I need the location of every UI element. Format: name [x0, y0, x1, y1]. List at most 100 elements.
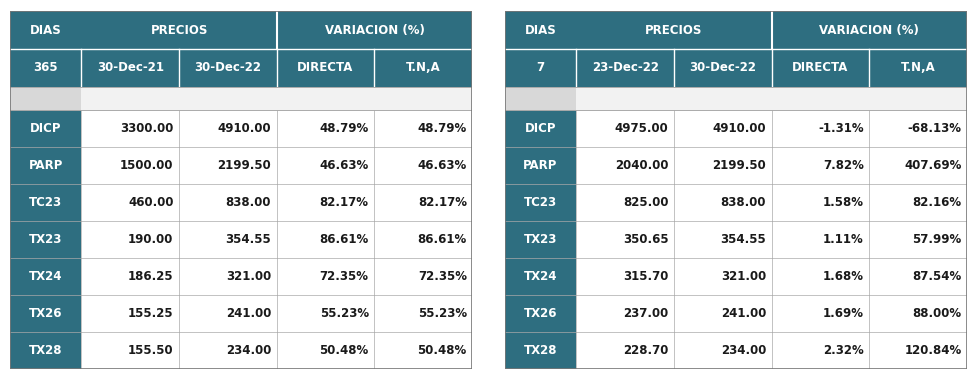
Text: 46.63%: 46.63%	[319, 159, 368, 172]
Text: 825.00: 825.00	[623, 196, 668, 209]
Bar	[576, 333, 674, 369]
Text: TX23: TX23	[524, 233, 558, 246]
Text: 82.17%: 82.17%	[319, 196, 368, 209]
Bar	[276, 221, 374, 258]
Bar	[674, 147, 771, 184]
Text: 234.00: 234.00	[720, 345, 766, 357]
Bar	[505, 184, 576, 221]
Bar	[505, 295, 576, 333]
Bar	[674, 221, 771, 258]
Bar	[276, 184, 374, 221]
Bar	[81, 110, 179, 147]
Text: 30-Dec-22: 30-Dec-22	[689, 61, 757, 74]
Text: DICP: DICP	[30, 122, 62, 135]
Text: 1.58%: 1.58%	[822, 196, 863, 209]
Text: 86.61%: 86.61%	[417, 233, 466, 246]
Text: TX28: TX28	[523, 345, 558, 357]
Text: TX26: TX26	[28, 307, 63, 320]
Bar	[374, 110, 472, 147]
Text: TC23: TC23	[524, 196, 557, 209]
Bar	[576, 295, 674, 333]
Bar	[374, 147, 472, 184]
Bar	[674, 184, 771, 221]
Bar	[505, 147, 576, 184]
Bar	[674, 110, 771, 147]
Text: 88.00%: 88.00%	[912, 307, 961, 320]
Text: 354.55: 354.55	[720, 233, 766, 246]
Text: 2.32%: 2.32%	[823, 345, 863, 357]
Text: 86.61%: 86.61%	[319, 233, 368, 246]
Text: 30-Dec-21: 30-Dec-21	[97, 61, 164, 74]
Bar	[276, 258, 374, 295]
Bar	[374, 184, 472, 221]
Text: 1.69%: 1.69%	[822, 307, 863, 320]
Text: 2199.50: 2199.50	[712, 159, 766, 172]
Bar	[10, 87, 81, 110]
Bar	[869, 295, 967, 333]
Text: 4975.00: 4975.00	[614, 122, 668, 135]
Text: 1.68%: 1.68%	[822, 270, 863, 283]
Bar	[869, 184, 967, 221]
Text: 241.00: 241.00	[225, 307, 271, 320]
Bar	[179, 295, 276, 333]
Bar	[10, 295, 81, 333]
Bar	[276, 333, 374, 369]
Text: 72.35%: 72.35%	[417, 270, 466, 283]
Text: 365: 365	[33, 61, 58, 74]
Bar	[869, 258, 967, 295]
Text: 2040.00: 2040.00	[614, 159, 668, 172]
Bar	[81, 295, 179, 333]
Text: 1.11%: 1.11%	[823, 233, 863, 246]
Bar	[869, 221, 967, 258]
Text: 3300.00: 3300.00	[121, 122, 173, 135]
Bar	[276, 295, 374, 333]
Bar	[505, 11, 967, 49]
Text: -1.31%: -1.31%	[818, 122, 863, 135]
Text: TX28: TX28	[28, 345, 63, 357]
Text: 190.00: 190.00	[128, 233, 173, 246]
Text: 241.00: 241.00	[720, 307, 766, 320]
Bar	[374, 258, 472, 295]
Text: 350.65: 350.65	[623, 233, 668, 246]
Text: 120.84%: 120.84%	[905, 345, 961, 357]
Text: -68.13%: -68.13%	[907, 122, 961, 135]
Bar	[674, 258, 771, 295]
Text: 2199.50: 2199.50	[218, 159, 271, 172]
Bar	[869, 147, 967, 184]
Bar	[771, 221, 869, 258]
Text: 87.54%: 87.54%	[912, 270, 961, 283]
Text: 155.50: 155.50	[128, 345, 173, 357]
Bar	[10, 184, 81, 221]
Text: 46.63%: 46.63%	[417, 159, 466, 172]
Bar	[576, 110, 674, 147]
Bar	[81, 87, 472, 110]
Bar	[771, 184, 869, 221]
Bar	[179, 184, 276, 221]
Bar	[505, 87, 576, 110]
Bar	[576, 147, 674, 184]
Bar	[505, 110, 576, 147]
Text: 315.70: 315.70	[623, 270, 668, 283]
Text: 321.00: 321.00	[721, 270, 766, 283]
Bar	[771, 147, 869, 184]
Text: 838.00: 838.00	[720, 196, 766, 209]
Bar	[10, 221, 81, 258]
Text: DIRECTA: DIRECTA	[792, 61, 849, 74]
Bar	[505, 221, 576, 258]
Text: DIAS: DIAS	[29, 24, 62, 37]
Bar	[576, 184, 674, 221]
Text: 50.48%: 50.48%	[417, 345, 466, 357]
Text: PRECIOS: PRECIOS	[645, 24, 703, 37]
Text: PARP: PARP	[28, 159, 63, 172]
Text: 48.79%: 48.79%	[417, 122, 466, 135]
Bar	[374, 221, 472, 258]
Bar	[771, 295, 869, 333]
Bar	[10, 147, 81, 184]
Text: TX24: TX24	[28, 270, 63, 283]
Bar	[81, 147, 179, 184]
Text: TX24: TX24	[523, 270, 558, 283]
Text: PRECIOS: PRECIOS	[150, 24, 208, 37]
Bar	[374, 333, 472, 369]
Bar	[81, 221, 179, 258]
Text: 82.17%: 82.17%	[417, 196, 466, 209]
